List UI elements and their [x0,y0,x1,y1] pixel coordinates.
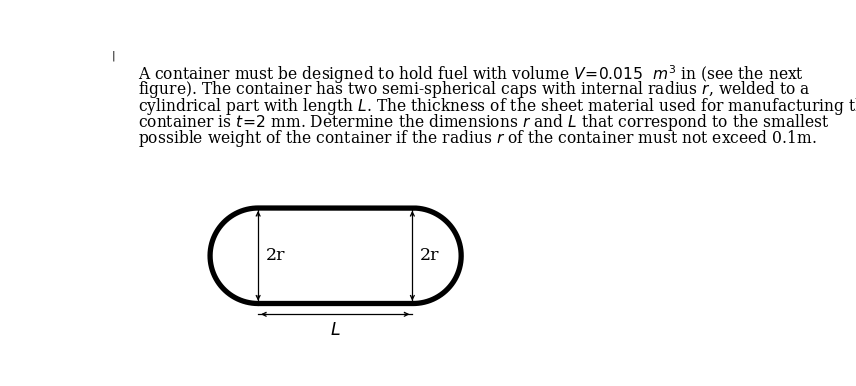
Text: |: | [111,50,116,61]
Text: possible weight of the container if the radius $r$ of the container must not exc: possible weight of the container if the … [138,128,817,149]
Text: $L$: $L$ [330,322,340,339]
Text: container is $t\!=\!2$ mm. Determine the dimensions $r$ and $L$ that correspond : container is $t\!=\!2$ mm. Determine the… [138,112,829,133]
Text: cylindrical part with length $L$. The thickness of the sheet material used for m: cylindrical part with length $L$. The th… [138,96,856,117]
Text: figure). The container has two semi-spherical caps with internal radius $r$, wel: figure). The container has two semi-sphe… [138,80,811,100]
Text: 2r: 2r [266,247,285,264]
Text: 2r: 2r [419,247,439,264]
Text: A container must be designed to hold fuel with volume $V\!=\!0.015\ \ m^3$ in (s: A container must be designed to hold fue… [138,63,804,86]
